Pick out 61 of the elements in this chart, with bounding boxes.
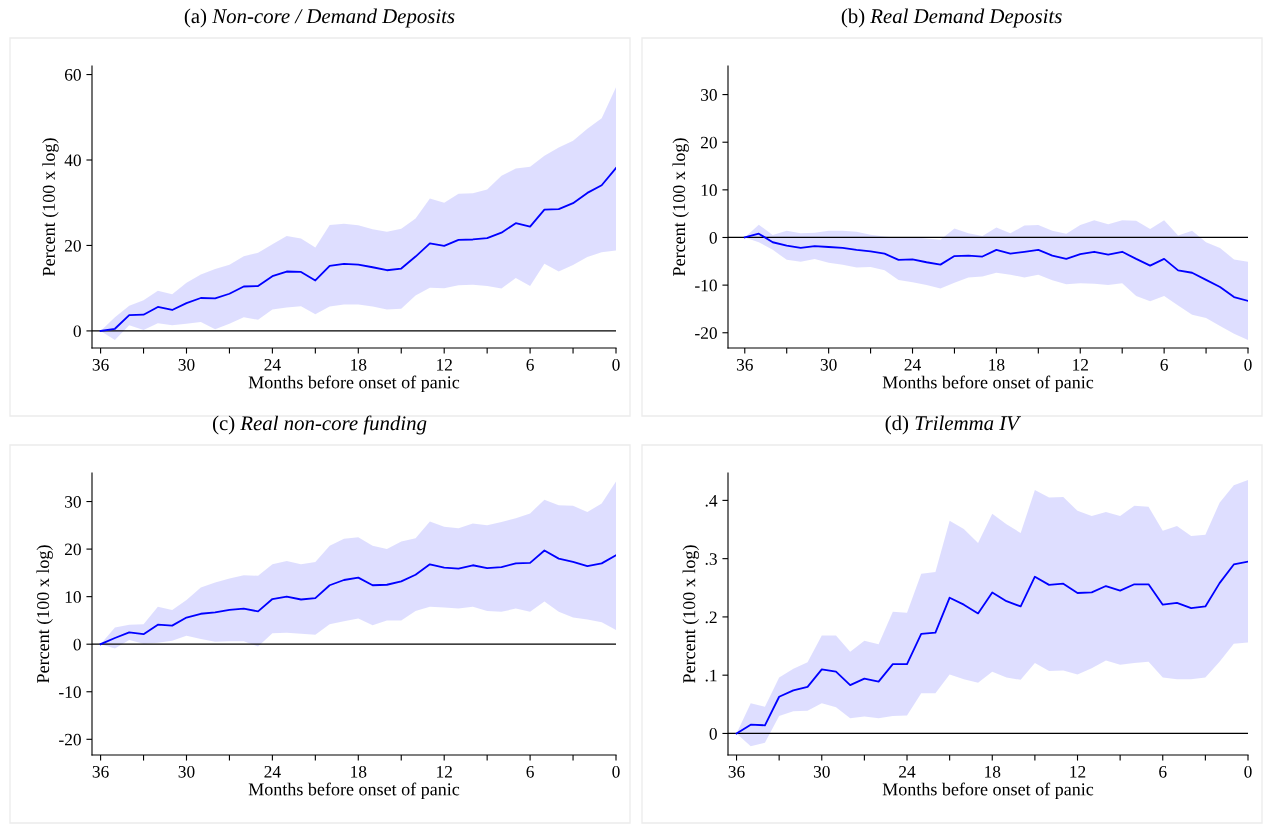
x-tick-label: 0 <box>612 358 620 371</box>
x-tick-label: 36 <box>92 765 109 778</box>
y-tick-label: -20 <box>59 733 81 746</box>
x-tick-label: 36 <box>728 765 745 778</box>
x-tick-label: 0 <box>1244 358 1252 371</box>
x-tick-label: 36 <box>736 358 753 371</box>
y-tick-label: -10 <box>59 686 81 698</box>
y-tick-label: 20 <box>64 543 81 556</box>
x-tick-label: 30 <box>813 765 830 778</box>
y-axis-title: Percent (100 x log) <box>36 545 53 683</box>
x-tick-label: 24 <box>899 765 916 778</box>
chart-title: (b) Real Demand Deposits <box>841 8 1062 28</box>
x-tick-label: 30 <box>820 358 837 371</box>
y-axis-title: Percent (100 x log) <box>672 138 689 276</box>
y-tick-label: 0 <box>709 231 717 244</box>
y-tick-label: 10 <box>701 184 717 197</box>
x-tick-label: 12 <box>437 765 452 778</box>
x-tick-label: 18 <box>985 765 1001 778</box>
x-tick-label: 18 <box>351 358 367 371</box>
chart-title: (c) Real non-core funding <box>212 415 427 435</box>
y-axis-title: Percent (100 x log) <box>682 545 700 683</box>
x-tick-label: 24 <box>264 358 281 371</box>
x-tick-label: 12 <box>437 358 452 371</box>
y-tick-label: 40 <box>64 154 81 167</box>
y-axis-title: Percent (100 x log) <box>42 138 59 276</box>
y-tick-label: 10 <box>65 591 81 603</box>
y-tick-label: -10 <box>695 279 717 292</box>
y-tick-label: .3 <box>705 553 717 565</box>
chart-title: (d) Trilemma IV <box>885 415 1021 435</box>
x-tick-label: 6 <box>1159 765 1167 778</box>
x-tick-label: 12 <box>1070 765 1086 778</box>
x-tick-label: 18 <box>351 765 367 778</box>
x-tick-label: 6 <box>526 765 534 778</box>
y-tick-label: 20 <box>700 136 717 149</box>
x-axis-title: Months before onset of panic <box>248 375 460 393</box>
x-tick-label: 18 <box>989 358 1005 371</box>
x-tick-label: 36 <box>92 358 109 371</box>
x-tick-label: 0 <box>612 765 620 778</box>
y-tick-label: .1 <box>705 669 717 682</box>
x-tick-label: 24 <box>264 765 281 778</box>
y-tick-label: .2 <box>705 611 717 624</box>
y-tick-label: .4 <box>705 494 718 507</box>
y-tick-label: 0 <box>73 325 81 338</box>
y-tick-label: 0 <box>709 727 717 740</box>
x-axis-title: Months before onset of panic <box>248 782 460 800</box>
x-tick-label: 30 <box>178 765 195 778</box>
y-tick-label: 60 <box>64 69 81 81</box>
chart-title: (a) Non-core / Demand Deposits <box>184 8 455 28</box>
x-tick-label: 12 <box>1073 358 1088 371</box>
x-tick-label: 30 <box>178 358 195 371</box>
y-tick-label: 30 <box>65 496 81 508</box>
y-tick-label: 20 <box>64 239 81 252</box>
x-axis-title: Months before onset of panic <box>882 782 1094 800</box>
x-tick-label: 0 <box>1244 765 1252 778</box>
y-tick-label: 30 <box>701 89 717 101</box>
x-tick-label: 6 <box>526 358 534 371</box>
x-tick-label: 24 <box>904 358 921 371</box>
y-tick-label: 0 <box>73 638 81 651</box>
x-axis-title: Months before onset of panic <box>882 375 1094 393</box>
x-tick-label: 6 <box>1160 358 1168 371</box>
y-tick-label: -20 <box>695 327 717 339</box>
